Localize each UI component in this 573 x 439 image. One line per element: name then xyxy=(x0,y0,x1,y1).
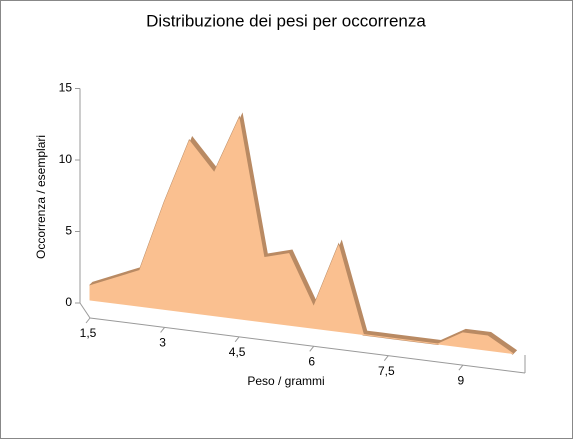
x-tick-label: 7,5 xyxy=(378,364,395,378)
chart-title: Distribuzione dei pesi per occorrenza xyxy=(146,11,426,30)
y-tick-label: 0 xyxy=(65,295,72,309)
y-axis-depth xyxy=(79,302,91,319)
x-tick-label: 3 xyxy=(159,336,166,350)
y-axis-label: Occorrenza / esemplari xyxy=(34,135,48,259)
x-tick-label: 1,5 xyxy=(80,326,97,340)
y-tick-label: 5 xyxy=(65,224,72,238)
x-axis xyxy=(89,317,526,374)
x-axis-label: Peso / grammi xyxy=(247,374,324,388)
x-tick-label: 9 xyxy=(458,373,465,387)
x-tick xyxy=(309,345,315,352)
y-tick-label: 15 xyxy=(59,81,73,95)
x-tick xyxy=(383,355,389,362)
x-tick-label: 6 xyxy=(308,354,315,368)
y-tick-label: 10 xyxy=(59,152,73,166)
area xyxy=(89,118,514,354)
x-tick xyxy=(160,327,165,333)
x-tick xyxy=(234,336,240,343)
x-tick xyxy=(85,317,91,324)
x-tick-label: 4,5 xyxy=(229,345,246,359)
x-tick xyxy=(458,364,464,371)
